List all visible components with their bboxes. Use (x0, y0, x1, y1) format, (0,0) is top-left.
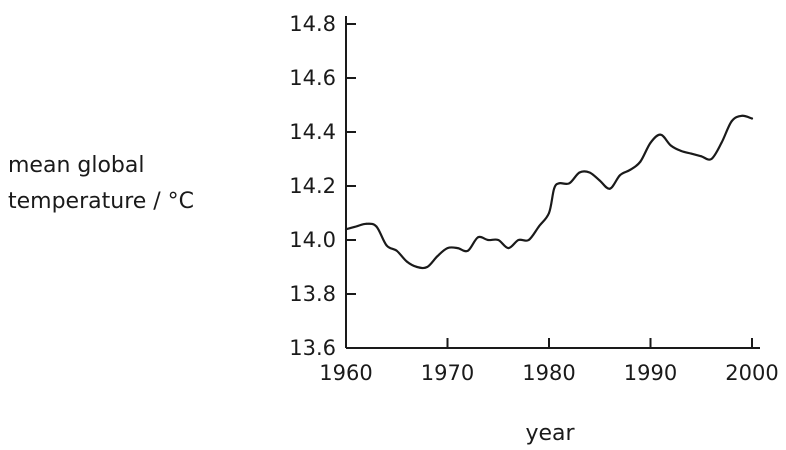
data-point (598, 179, 601, 182)
x-tick-label: 2000 (725, 361, 778, 385)
axes: 13.6 13.8 14.0 14.2 14.4 14.6 14.8 1960 1970 1980… (289, 12, 778, 385)
data-point (558, 182, 561, 185)
data-point (720, 141, 723, 144)
x-tick-label: 1970 (421, 361, 474, 385)
y-tick-label: 14.8 (289, 12, 336, 36)
x-axis-title: year (525, 421, 575, 446)
data-point (385, 244, 388, 247)
data-point (436, 255, 439, 258)
data-point (527, 239, 530, 241)
y-axis-title-line-2: temperature / °C (8, 189, 194, 214)
data-point (375, 225, 378, 228)
data-point (710, 158, 713, 160)
data-point (365, 222, 368, 225)
y-tick-label: 14.0 (289, 228, 336, 252)
y-tick-label: 13.6 (289, 336, 336, 360)
data-point (568, 182, 571, 185)
data-point (345, 228, 347, 231)
data-point (466, 249, 469, 252)
data-point (487, 239, 490, 241)
data-point (619, 174, 622, 177)
data-point (588, 171, 591, 174)
data-point (416, 266, 419, 268)
y-tick-label: 13.8 (289, 282, 336, 306)
data-point (679, 149, 682, 152)
data-marks (344, 114, 754, 270)
x-tick-label: 1960 (319, 361, 372, 385)
x-tick-label: 1990 (624, 361, 677, 385)
data-point (700, 155, 703, 158)
data-point (578, 171, 581, 174)
y-tick-label: 14.2 (289, 174, 336, 198)
data-point (426, 266, 429, 268)
data-point (629, 168, 632, 171)
y-axis-title: mean global temperature / °C (8, 153, 194, 214)
data-point (405, 260, 408, 263)
data-point (548, 212, 550, 214)
data-point (355, 225, 358, 228)
y-tick-label: 14.6 (289, 66, 336, 90)
data-point (639, 160, 642, 163)
data-point (608, 187, 611, 190)
y-axis-title-line-1: mean global (8, 153, 144, 178)
data-point (517, 239, 520, 241)
data-point (456, 247, 459, 250)
data-point (669, 144, 672, 147)
data-point (446, 247, 449, 250)
y-tick-label: 14.4 (289, 120, 336, 144)
data-point (751, 117, 753, 120)
data-point (476, 236, 479, 239)
data-point (497, 239, 500, 241)
data-point (740, 114, 743, 117)
data-point (690, 152, 693, 155)
data-point (649, 141, 652, 144)
data-point (553, 187, 556, 190)
temperature-series-line (344, 114, 754, 270)
data-point (659, 133, 662, 136)
data-point (730, 120, 733, 123)
data-point (395, 249, 398, 252)
data-point (537, 225, 540, 228)
data-point (507, 247, 510, 250)
x-tick-label: 1980 (522, 361, 575, 385)
